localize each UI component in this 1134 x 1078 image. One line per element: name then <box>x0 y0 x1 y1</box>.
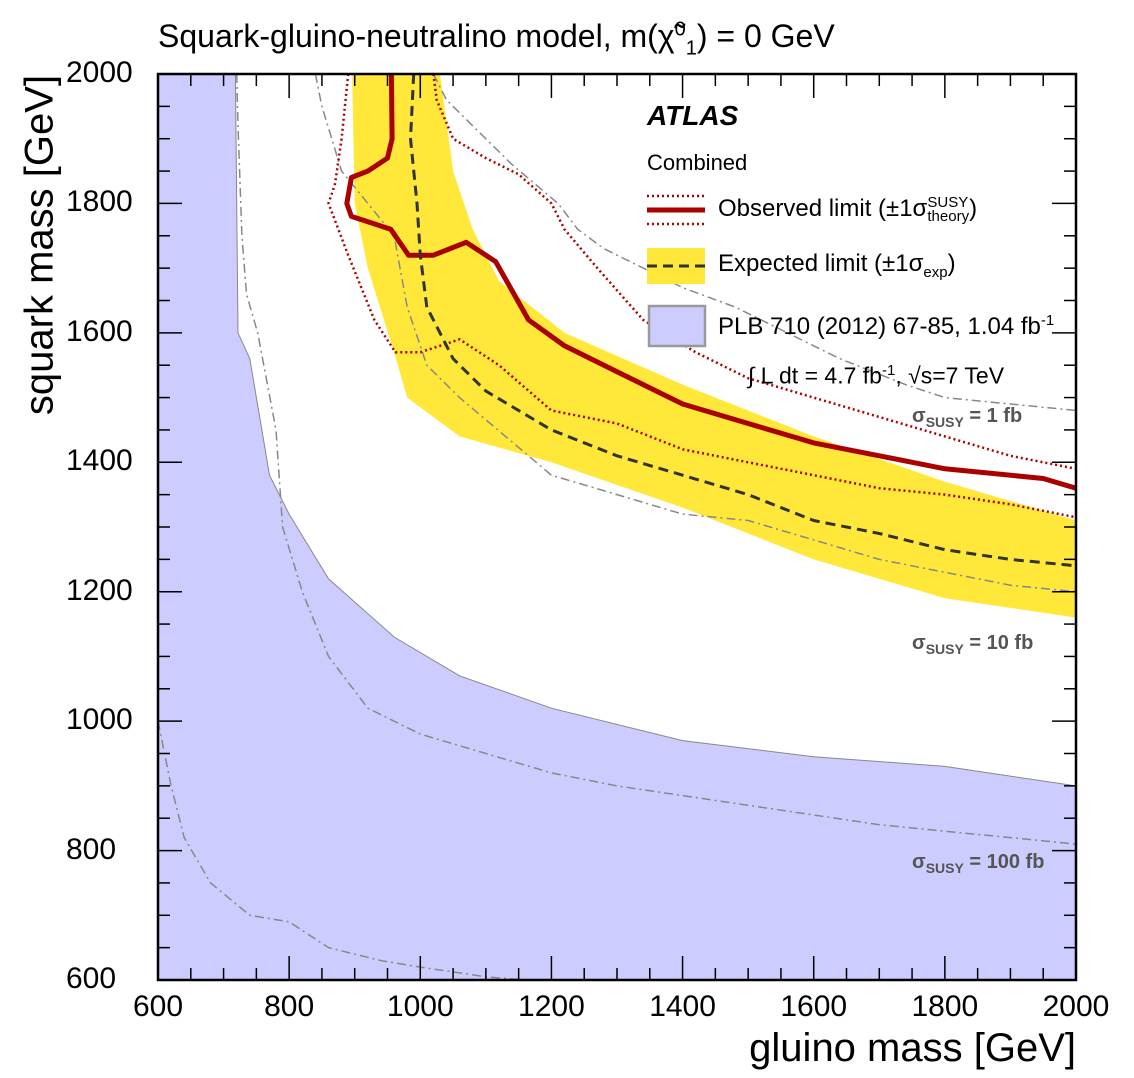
sigma-1fb-main: σ <box>912 405 926 427</box>
plb-excluded-region <box>158 74 1076 980</box>
sigma-1fb-tail: = 1 fb <box>963 405 1023 427</box>
legend-observed: Observed limit (±1σ SUSY theory) <box>718 193 978 225</box>
y-tick-label: 1600 <box>66 314 133 348</box>
y-tick-label: 1200 <box>66 573 133 607</box>
x-axis-title: gluino mass [GeV] <box>749 1026 1076 1070</box>
legend-plb-text: PLB 710 (2012) 67-85, 1.04 fb <box>718 313 1041 340</box>
legend-observed-sub: theory <box>927 207 970 225</box>
axis-layer <box>156 72 1078 982</box>
x-tick-label: 1000 <box>386 990 454 1023</box>
sigma-10fb-tail: = 10 fb <box>963 632 1034 654</box>
title-tail: ) = 0 GeV <box>696 18 835 54</box>
title-sup: 0 <box>674 18 686 41</box>
sigma-100fb-tail: = 100 fb <box>963 851 1045 873</box>
series-line-1 <box>432 74 1076 471</box>
chart-title: Squark-gluino-neutralino model, m(χ̃01) … <box>158 18 835 60</box>
lumi-text: ∫ L dt = 4.7 fb <box>748 362 882 389</box>
lumi-sup: -1 <box>881 362 896 379</box>
series-line-3 <box>409 74 1076 568</box>
sigma-10fb-main: σ <box>912 632 926 654</box>
x-tick-label: 600 <box>132 990 184 1023</box>
y-axis-title: squark mass [GeV] <box>17 74 62 416</box>
lumi-tail: , √s=7 TeV <box>895 362 1005 389</box>
title-text: Squark-gluino-neutralino model, m(χ̃ <box>158 18 675 54</box>
legend-plb-sup: -1 <box>1040 312 1055 329</box>
legend-plb: PLB 710 (2012) 67-85, 1.04 fb-1 <box>718 312 1054 341</box>
title-sub: 1 <box>685 37 697 60</box>
expected-band <box>352 74 1076 618</box>
y-tick-label: 2000 <box>66 56 133 89</box>
y-tick-label: 800 <box>66 832 117 866</box>
series-line-2 <box>327 74 1076 519</box>
sigma-label-1fb: σSUSY = 1 fb <box>912 405 1022 430</box>
legend-observed-sup: SUSY <box>927 193 969 211</box>
xsec-contour-1 <box>314 74 1076 593</box>
combined-label: Combined <box>647 150 748 175</box>
atlas-label: ATLAS <box>647 100 739 131</box>
y-tick-label: 1800 <box>66 185 133 219</box>
plot-layer <box>158 74 1076 980</box>
sigma-100fb-main: σ <box>912 851 926 873</box>
legend-expected-text: Expected limit (±1σ <box>718 250 924 277</box>
y-tick-label: 1400 <box>66 444 133 478</box>
plot-area <box>158 74 1076 980</box>
legend-expected-sub: exp <box>923 263 948 281</box>
sigma-label-100fb: σSUSY = 100 fb <box>912 851 1044 876</box>
legend-plb-box <box>647 304 707 348</box>
y-tick-label: 600 <box>66 962 117 995</box>
sigma-100fb-sub: SUSY <box>925 860 964 876</box>
legend-expected: Expected limit (±1σexp) <box>718 250 956 281</box>
x-tick-label: 1200 <box>518 990 585 1023</box>
legend-observed-text: Observed limit (±1σ <box>718 195 928 222</box>
sigma-label-10fb: σSUSY = 10 fb <box>912 632 1033 657</box>
x-tick-label: 2000 <box>1042 990 1110 1023</box>
sigma-1fb-sub: SUSY <box>925 414 964 430</box>
x-tick-label: 1400 <box>649 990 716 1023</box>
sigma-10fb-sub: SUSY <box>925 641 964 657</box>
xsec-contour-2 <box>235 74 1076 845</box>
x-tick-label: 1800 <box>911 990 979 1023</box>
series-line-0 <box>344 74 1076 491</box>
lumi-label: ∫ L dt = 4.7 fb-1, √s=7 TeV <box>748 362 1004 390</box>
x-tick-label: 1600 <box>780 990 848 1023</box>
y-tick-label: 1000 <box>66 703 133 737</box>
xsec-contour-3 <box>158 720 526 980</box>
x-tick-label: 800 <box>264 990 315 1023</box>
